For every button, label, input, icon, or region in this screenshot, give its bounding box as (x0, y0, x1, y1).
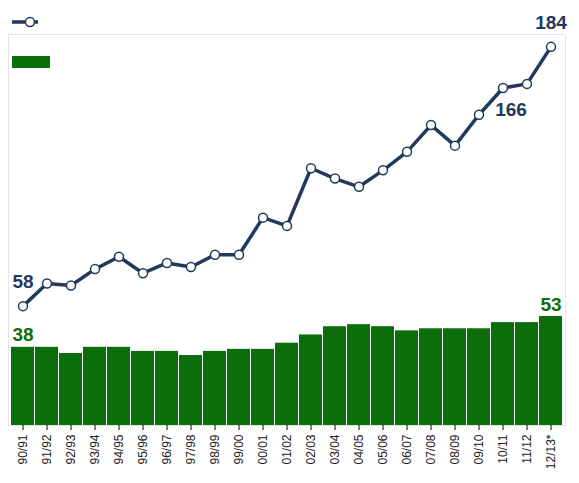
svg-text:184: 184 (535, 12, 567, 33)
svg-text:58: 58 (12, 271, 33, 292)
svg-text:01/02: 01/02 (280, 434, 294, 464)
svg-text:05/06: 05/06 (376, 434, 390, 464)
svg-text:04/05: 04/05 (352, 434, 366, 464)
svg-text:98/99: 98/99 (208, 434, 222, 464)
svg-text:11/12: 11/12 (520, 434, 534, 463)
svg-text:93/94: 93/94 (88, 434, 102, 464)
svg-text:09/10: 09/10 (472, 434, 486, 464)
svg-text:53: 53 (540, 294, 561, 315)
svg-text:02/03: 02/03 (304, 434, 318, 464)
svg-text:95/96: 95/96 (136, 434, 150, 464)
svg-text:97/98: 97/98 (184, 434, 198, 464)
svg-text:12/13*: 12/13* (544, 434, 558, 469)
svg-text:166: 166 (495, 99, 527, 120)
svg-text:91/92: 91/92 (40, 434, 54, 464)
svg-text:94/95: 94/95 (112, 434, 126, 464)
svg-text:06/07: 06/07 (400, 434, 414, 464)
svg-text:96/97: 96/97 (160, 434, 174, 464)
svg-text:90/91: 90/91 (16, 434, 30, 464)
svg-text:03/04: 03/04 (328, 434, 342, 464)
svg-text:99/00: 99/00 (232, 434, 246, 464)
svg-text:38: 38 (12, 324, 33, 345)
svg-text:92/93: 92/93 (64, 434, 78, 464)
svg-text:00/01: 00/01 (256, 434, 270, 464)
svg-text:07/08: 07/08 (424, 434, 438, 464)
svg-text:08/09: 08/09 (448, 434, 462, 464)
svg-text:10/11: 10/11 (496, 434, 510, 463)
